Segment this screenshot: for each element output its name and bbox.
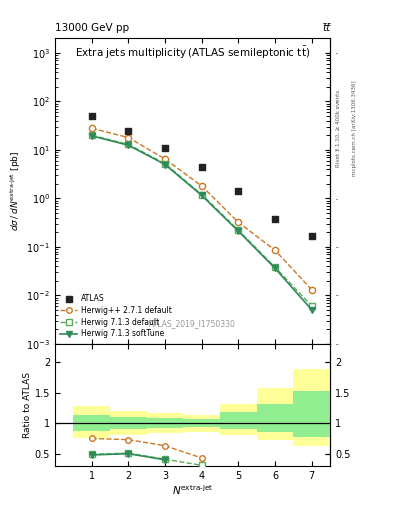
Point xyxy=(272,215,278,223)
Point xyxy=(162,144,168,152)
Point xyxy=(309,231,315,240)
X-axis label: $N^{\mathrm{extra\text{-}jet}}$: $N^{\mathrm{extra\text{-}jet}}$ xyxy=(172,483,213,497)
Point xyxy=(88,112,95,120)
Y-axis label: $d\sigma\,/\,dN^{\mathrm{extra\text{-}jet}}$ [pb]: $d\sigma\,/\,dN^{\mathrm{extra\text{-}je… xyxy=(9,151,24,231)
Text: ATLAS_2019_I1750330: ATLAS_2019_I1750330 xyxy=(149,319,236,329)
Text: t̄t̄: t̄t̄ xyxy=(322,23,330,33)
Text: 13000 GeV pp: 13000 GeV pp xyxy=(55,23,129,33)
Point xyxy=(235,187,242,196)
Text: Extra jets multiplicity$\,$$\mathrm{(ATLAS\ semileptonic\ t\bar{t})}$: Extra jets multiplicity$\,$$\mathrm{(ATL… xyxy=(75,45,310,60)
Point xyxy=(125,126,132,135)
Y-axis label: Ratio to ATLAS: Ratio to ATLAS xyxy=(23,372,32,438)
Legend: ATLAS, Herwig++ 2.7.1 default, Herwig 7.1.3 default, Herwig 7.1.3 softTune: ATLAS, Herwig++ 2.7.1 default, Herwig 7.… xyxy=(59,293,173,340)
Text: mcplots.cern.ch [arXiv:1306.3436]: mcplots.cern.ch [arXiv:1306.3436] xyxy=(352,80,357,176)
Point xyxy=(198,163,205,171)
Text: Rivet 3.1.10, ≥ 400k events: Rivet 3.1.10, ≥ 400k events xyxy=(336,90,341,166)
